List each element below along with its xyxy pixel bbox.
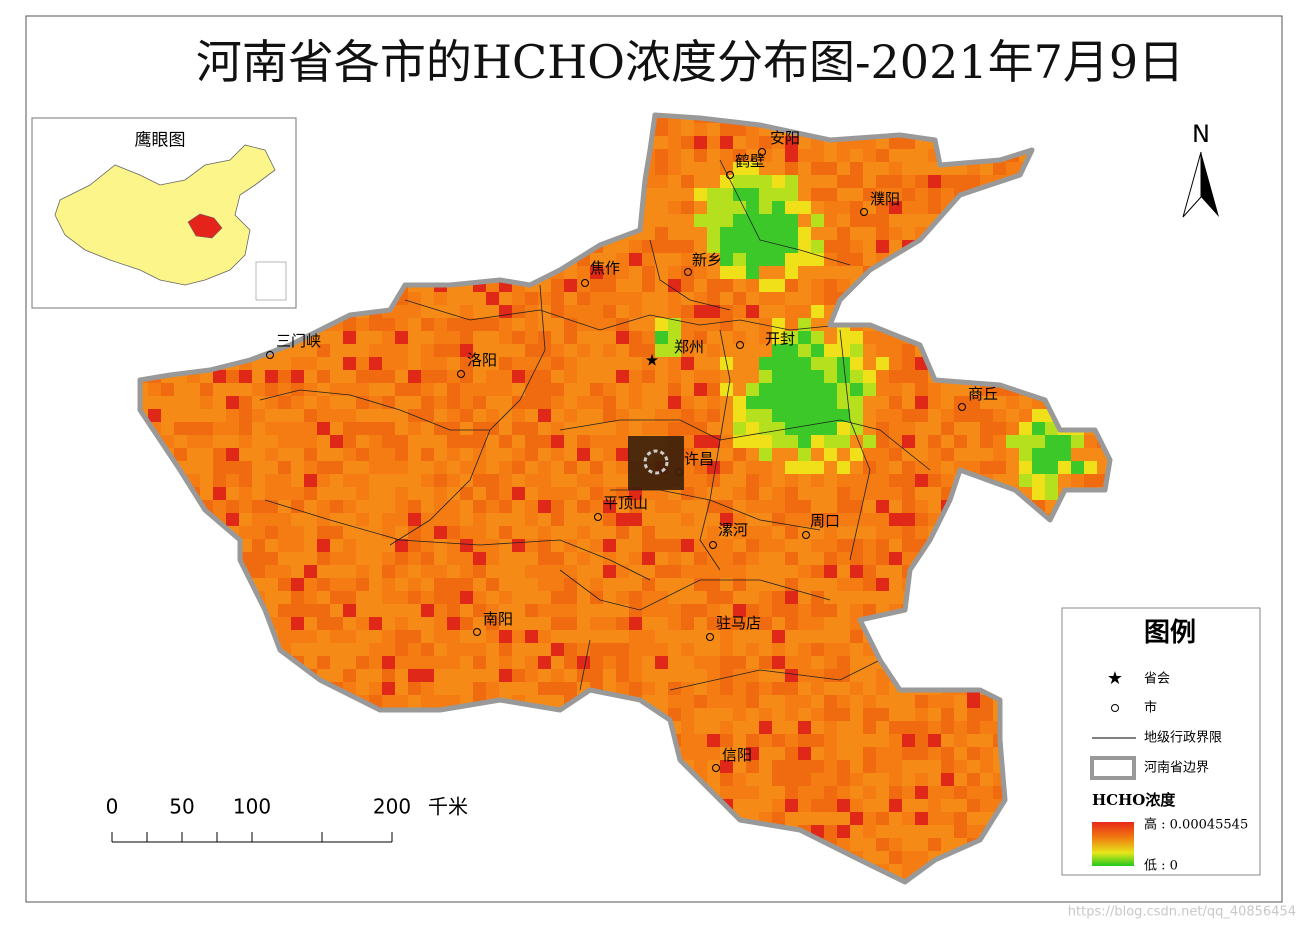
inset-henan: [187, 213, 223, 239]
legend-label: 河南省边界: [1144, 760, 1209, 776]
district-boundaries: [259, 159, 931, 691]
scale-unit: 千米: [428, 795, 468, 819]
legend-title: 图例: [1144, 618, 1196, 648]
city-marker: [581, 279, 589, 287]
scale-label: 100: [233, 795, 271, 819]
legend-border-icon: [1090, 756, 1136, 780]
city-marker: [266, 351, 274, 359]
loading-overlay: [628, 436, 684, 490]
city-marker: [958, 403, 966, 411]
city-marker: [594, 513, 602, 521]
legend-high: 高 : 0.00045545: [1144, 817, 1248, 833]
legend-star-icon: ★: [1107, 668, 1123, 689]
capital-label: 郑州: [674, 338, 704, 356]
city-label: 周口: [810, 512, 840, 530]
inset-south-sea: [255, 261, 287, 301]
map-title: 河南省各市的HCHO浓度分布图-2021年7月9日: [196, 35, 1184, 89]
north-arrow-left: [1182, 151, 1202, 218]
scale-label: 50: [169, 795, 194, 819]
legend-gradient: [1092, 822, 1134, 866]
city-label: 新乡: [692, 251, 722, 269]
city-label: 平顶山: [603, 494, 648, 512]
city-label: 驻马店: [716, 614, 761, 632]
scale-label: 200: [373, 795, 411, 819]
watermark: https://blog.csdn.net/qq_40856454: [1068, 905, 1296, 920]
frame: [25, 15, 1283, 903]
inset-china: [54, 144, 276, 286]
legend-city-icon: [1111, 704, 1119, 712]
city-marker: [684, 268, 692, 276]
north-label: N: [1192, 120, 1210, 148]
city-marker: [736, 341, 744, 349]
inset-title: 鹰眼图: [135, 131, 186, 151]
city-label: 濮阳: [870, 190, 900, 208]
legend-label: 地级行政界限: [1144, 731, 1222, 746]
city-label: 南阳: [483, 610, 513, 628]
city-label: 焦作: [590, 259, 620, 277]
city-label: 安阳: [770, 129, 800, 147]
legend-label: 市: [1144, 700, 1157, 716]
city-marker: [726, 171, 734, 179]
city-label: 漯河: [718, 521, 748, 539]
city-label: 鹤壁: [735, 152, 765, 170]
north-arrow-right: [1201, 152, 1219, 217]
city-label: 三门峡: [276, 332, 321, 350]
province-border: [137, 112, 1113, 885]
legend-label: 省会: [1144, 672, 1170, 687]
city-marker: [473, 628, 481, 636]
city-marker: [860, 208, 868, 216]
city-marker: [712, 764, 720, 772]
city-marker: [758, 148, 766, 156]
legend-low: 低 : 0: [1144, 859, 1178, 874]
city-marker: [457, 370, 465, 378]
loading-spinner: [643, 449, 669, 475]
city-marker: [709, 541, 717, 549]
city-marker: [802, 531, 810, 539]
city-marker: [706, 633, 714, 641]
city-label: 商丘: [968, 385, 998, 403]
city-label: 许昌: [684, 450, 714, 468]
city-label: 开封: [765, 330, 795, 348]
capital-marker: ★: [645, 351, 659, 370]
city-label: 洛阳: [467, 351, 497, 369]
legend-heat-title: HCHO浓度: [1092, 791, 1176, 809]
scale-label: 0: [106, 795, 119, 819]
city-label: 信阳: [722, 746, 752, 764]
